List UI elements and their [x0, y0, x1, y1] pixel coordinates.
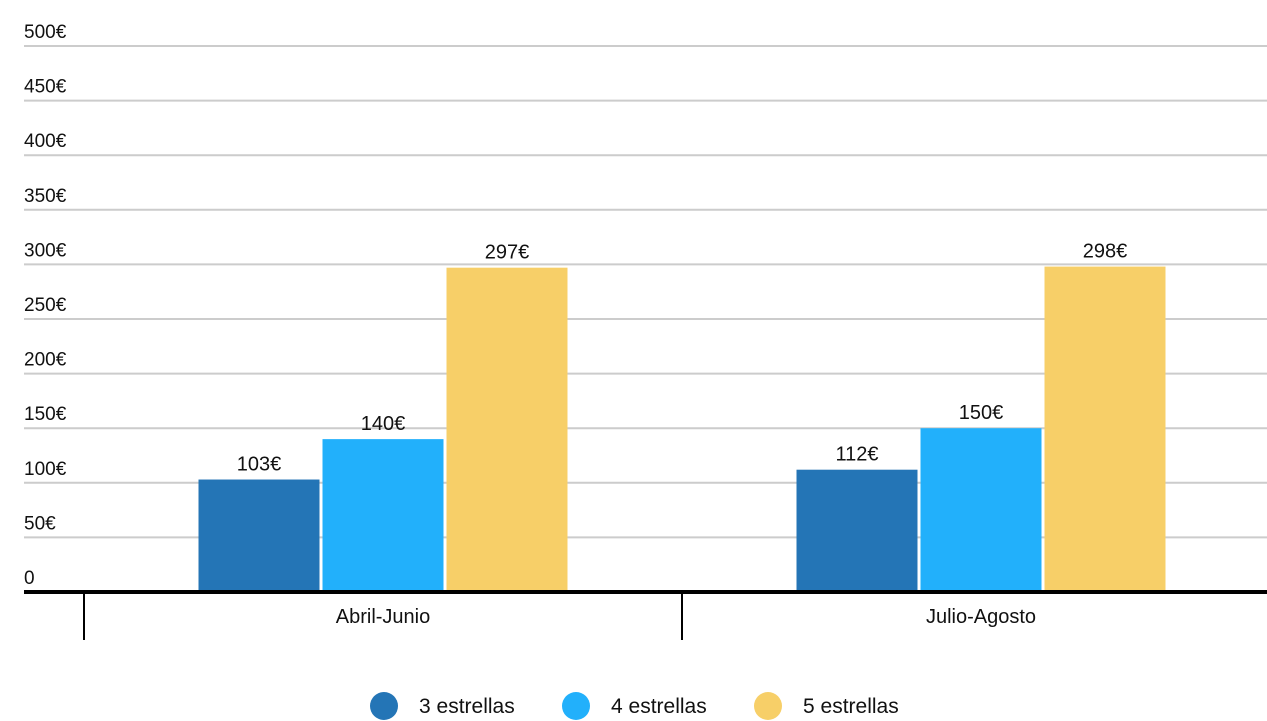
x-axis: Abril-Junio Julio-Agosto — [24, 590, 1267, 640]
y-tick-label: 200€ — [24, 350, 67, 371]
y-tick-label: 450€ — [24, 77, 67, 98]
bar — [198, 479, 320, 592]
bar — [446, 267, 568, 592]
data-label: 150€ — [959, 402, 1004, 424]
bar — [796, 469, 918, 592]
legend-swatch — [370, 692, 398, 720]
y-tick-label: 250€ — [24, 295, 67, 316]
y-tick-label: 150€ — [24, 404, 67, 425]
data-labels: 103€ 140€ 297€ 112€ 150€ 298€ — [237, 241, 1128, 476]
y-tick-label: 0 — [24, 568, 35, 589]
data-label: 112€ — [835, 444, 878, 466]
bar — [1044, 266, 1166, 592]
legend-swatch — [562, 692, 590, 720]
legend-label: 5 estrellas — [803, 695, 899, 718]
y-tick-label: 500€ — [24, 22, 67, 43]
y-axis-tick-labels: 0 50€ 100€ 150€ 200€ 250€ 300€ 350€ 400€ 450€ 500€ — [24, 22, 67, 589]
y-tick-label: 300€ — [24, 240, 67, 261]
x-tick-label: Julio-Agosto — [926, 606, 1036, 628]
data-label: 103€ — [237, 454, 282, 476]
legend-label: 4 estrellas — [611, 695, 707, 718]
y-tick-label: 400€ — [24, 131, 67, 152]
bar — [920, 428, 1042, 592]
legend: 3 estrellas 4 estrellas 5 estrellas — [370, 692, 899, 720]
data-label: 140€ — [361, 413, 406, 435]
bar — [322, 439, 444, 592]
x-tick-label: Abril-Junio — [336, 606, 430, 628]
legend-swatch — [754, 692, 782, 720]
y-tick-label: 350€ — [24, 186, 67, 207]
data-label: 298€ — [1083, 241, 1128, 263]
y-tick-label: 100€ — [24, 459, 67, 480]
legend-label: 3 estrellas — [419, 695, 515, 718]
y-tick-label: 50€ — [24, 513, 56, 534]
bars — [198, 266, 1166, 592]
data-label: 297€ — [485, 242, 530, 264]
